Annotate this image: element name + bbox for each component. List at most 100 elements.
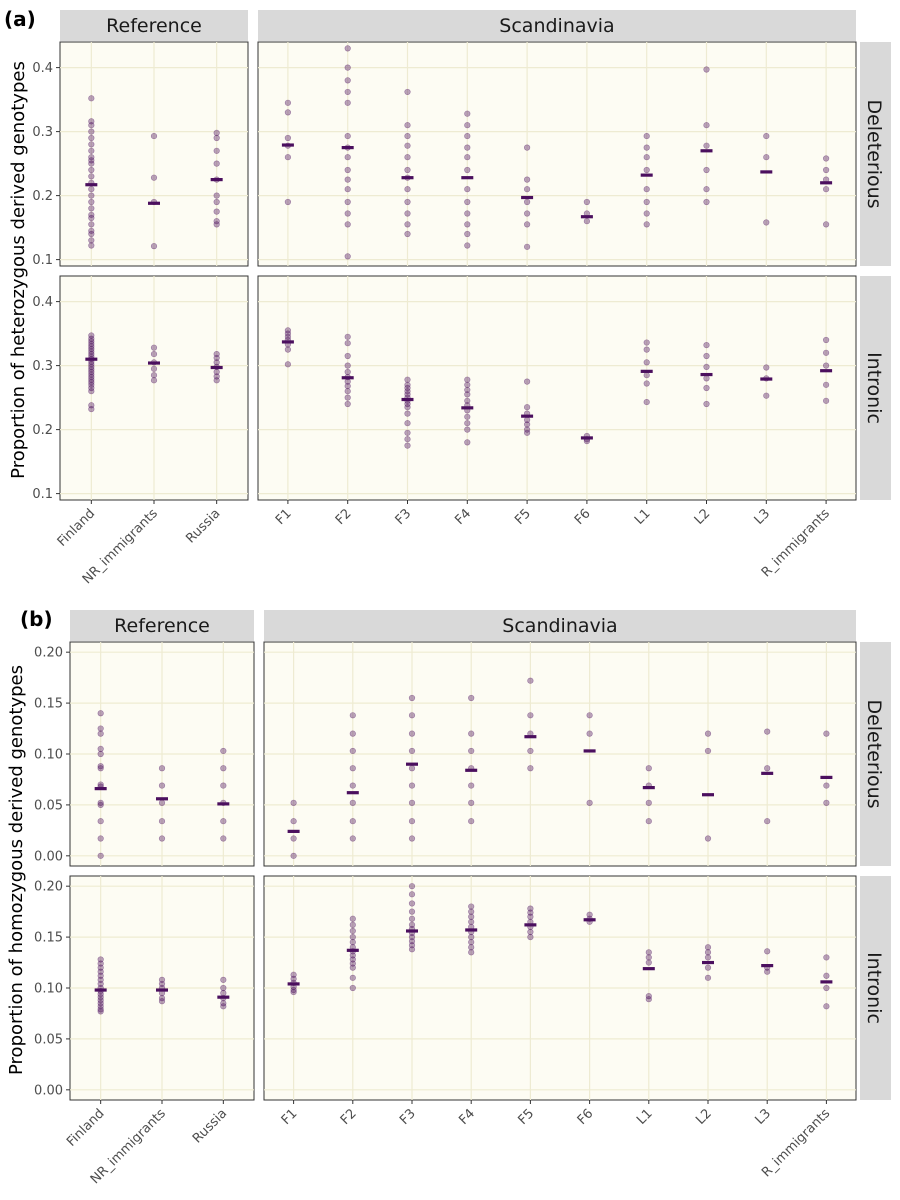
data-point-f5 — [527, 933, 534, 941]
mean-bar-f6 — [583, 918, 596, 922]
data-point-f2 — [344, 186, 351, 193]
data-point-f3 — [404, 376, 411, 383]
data-point-l1 — [645, 959, 652, 966]
strip-label-scandinavia-b: Scandinavia — [502, 615, 617, 637]
y-tick-label: 0.20 — [34, 646, 63, 661]
data-point-f3 — [408, 946, 416, 953]
data-point-f1 — [290, 971, 297, 978]
data-point-russia — [213, 160, 220, 167]
data-point-finland — [97, 1008, 104, 1015]
data-point-f3 — [404, 391, 411, 398]
data-point-f6 — [586, 799, 593, 806]
strip-scandinavia-a — [258, 10, 856, 41]
data-point-russia — [220, 818, 227, 825]
data-point-f4 — [468, 818, 475, 825]
data-point-f3 — [408, 915, 416, 922]
data-point-f3 — [404, 404, 411, 411]
x-tick-label-l3: L3 — [752, 1106, 774, 1128]
data-point-l2 — [703, 352, 710, 360]
data-point-russia — [213, 192, 220, 199]
data-point-finland — [97, 710, 104, 717]
data-point-f4 — [464, 397, 471, 404]
y-axis-title-a: Proportion of heterozygous derived genot… — [8, 61, 29, 479]
data-point-f6 — [583, 218, 591, 225]
data-point-r_immigrants — [823, 799, 830, 806]
data-point-f2 — [349, 952, 356, 959]
mean-bar-nr_immigrants — [156, 797, 168, 801]
data-point-f2 — [349, 964, 356, 971]
data-point-finland — [88, 345, 95, 353]
data-point-russia — [213, 198, 220, 206]
data-point-f3 — [404, 198, 411, 206]
data-point-f2 — [344, 132, 351, 140]
data-point-f1 — [284, 346, 292, 353]
data-point-l1 — [645, 954, 652, 961]
strip-label-scandinavia-a: Scandinavia — [499, 15, 614, 37]
data-point-finland — [97, 956, 104, 963]
data-point-russia — [220, 976, 227, 983]
data-point-f4 — [468, 694, 475, 702]
mean-bar-nr_immigrants — [156, 988, 168, 992]
data-point-finland — [97, 972, 104, 979]
data-point-f2 — [349, 730, 356, 737]
mean-bar-f2 — [341, 376, 354, 380]
data-point-russia — [213, 359, 220, 366]
data-point-russia — [213, 129, 220, 136]
data-point-l1 — [645, 799, 652, 806]
data-point-f2 — [344, 45, 351, 52]
data-point-l1 — [643, 210, 650, 217]
data-point-finland — [97, 976, 104, 983]
data-point-l1 — [643, 154, 650, 161]
data-point-russia — [213, 208, 220, 215]
data-point-f6 — [586, 730, 593, 737]
data-point-finland — [88, 371, 95, 378]
x-tick-labels-b-scandinavia: F1 F2 F3 F4 F5 F6 L1 L2 L3R_immigrants — [279, 1100, 833, 1180]
data-point-l3 — [764, 818, 771, 825]
strip-reference-b — [70, 610, 254, 641]
data-point-nr_immigrants — [158, 976, 166, 983]
data-point-f2 — [344, 176, 351, 183]
data-point-nr_immigrants — [158, 799, 166, 806]
data-point-f4 — [468, 939, 475, 946]
data-point-f5 — [523, 404, 531, 411]
y-tick-label: 0.4 — [32, 295, 53, 310]
data-point-f2 — [344, 221, 351, 228]
y-tick-label: 0.05 — [34, 798, 63, 813]
data-point-r_immigrants — [822, 336, 830, 344]
data-point-f2 — [344, 382, 351, 390]
data-point-l1 — [643, 346, 650, 353]
data-point-r_immigrants — [822, 381, 830, 388]
strip-label-reference-b: Reference — [114, 615, 210, 637]
data-point-l2 — [703, 342, 710, 349]
data-point-f2 — [349, 747, 356, 755]
data-point-l3 — [763, 392, 770, 399]
data-point-finland — [88, 384, 95, 392]
data-point-finland — [88, 205, 95, 212]
data-point-l1 — [645, 818, 652, 825]
data-point-finland — [88, 348, 95, 355]
data-point-finland — [97, 799, 104, 806]
data-point-finland — [88, 343, 95, 350]
data-point-f3 — [408, 747, 416, 755]
data-point-f4 — [468, 782, 475, 789]
data-point-l2 — [703, 375, 710, 382]
mean-bar-l2 — [702, 793, 714, 797]
mean-bar-f2 — [341, 146, 354, 150]
panel-a-intronic-scandinavia — [257, 275, 857, 501]
data-point-nr_immigrants — [158, 818, 166, 825]
data-point-l1 — [643, 372, 650, 379]
mean-bar-l2 — [702, 960, 714, 965]
data-point-r_immigrants — [823, 1003, 830, 1010]
data-point-f2 — [349, 960, 356, 967]
data-point-l1 — [643, 186, 650, 193]
data-point-f4 — [468, 908, 475, 915]
data-point-finland — [88, 160, 95, 167]
data-point-l2 — [703, 363, 710, 370]
data-point-f2 — [349, 927, 356, 935]
data-point-nr_immigrants — [158, 765, 166, 772]
data-point-russia — [213, 221, 220, 228]
data-point-f3 — [408, 942, 416, 949]
mean-bar-r_immigrants — [820, 980, 833, 984]
strip-intronic-a — [860, 276, 891, 500]
